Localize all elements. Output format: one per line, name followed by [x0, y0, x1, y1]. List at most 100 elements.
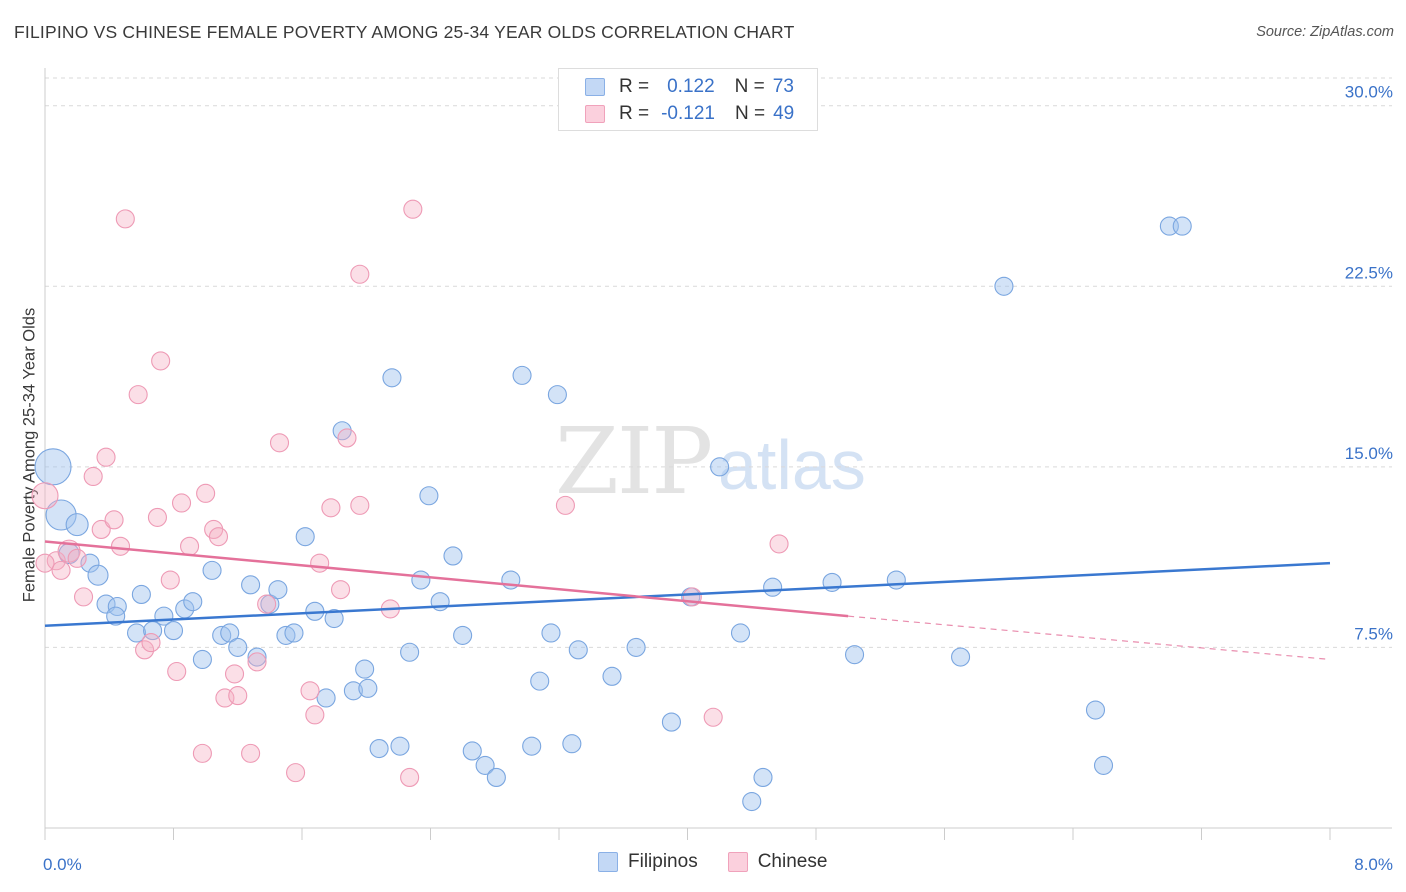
- chinese-point: [96, 447, 116, 467]
- filipinos-point: [562, 734, 582, 754]
- filipinos-point: [324, 608, 344, 629]
- chinese-point: [51, 560, 71, 580]
- filipinos-point: [411, 570, 431, 590]
- chinese-point: [135, 640, 155, 660]
- filipinos-point: [462, 741, 482, 761]
- filipinos-point: [1085, 700, 1106, 720]
- filipinos-point: [358, 678, 378, 698]
- filipinos-point: [886, 570, 906, 590]
- filipinos-point: [443, 546, 463, 566]
- chinese-point: [128, 385, 148, 405]
- legend-r-value: 0.122: [667, 76, 715, 97]
- chinese-point: [228, 686, 248, 706]
- filipinos-point: [295, 527, 315, 547]
- filipinos-point: [284, 623, 304, 643]
- watermark-zip: ZIP: [555, 408, 713, 515]
- filipinos-point: [1093, 755, 1114, 775]
- filipinos-point: [453, 625, 473, 645]
- legend-item-filipinos[interactable]: Filipinos: [598, 851, 698, 873]
- filipinos-point: [268, 580, 288, 600]
- filipinos-point: [530, 671, 550, 691]
- chinese-point: [257, 594, 277, 614]
- chinese-point: [247, 652, 267, 672]
- filipinos-point: [65, 513, 89, 537]
- chinese-point: [196, 483, 216, 503]
- legend-row-filipinos: R = 0.122 N = 73: [585, 75, 794, 99]
- filipinos-swatch: [598, 852, 618, 872]
- chinese-point: [286, 763, 306, 783]
- chinese-point: [31, 482, 59, 510]
- chinese-point: [305, 705, 325, 725]
- filipinos-point: [163, 621, 184, 641]
- filipinos-point: [475, 755, 495, 775]
- y-tick-label: 15.0%: [1345, 444, 1393, 463]
- legend-swatch-chinese: [585, 105, 605, 123]
- filipinos-point: [763, 577, 783, 597]
- x-tick-label-max: 8.0%: [1354, 855, 1393, 874]
- chinese-point: [180, 536, 200, 556]
- x-tick-label-min: 0.0%: [43, 855, 82, 874]
- chinese-point: [74, 587, 94, 607]
- filipinos-point: [355, 659, 375, 679]
- filipinos-trendline: [44, 561, 1331, 628]
- chinese-point: [147, 507, 167, 527]
- filipinos-point: [241, 575, 261, 595]
- filipinos-point: [626, 637, 646, 657]
- chinese-point: [241, 743, 261, 763]
- legend-n-label: N =: [734, 76, 765, 97]
- filipinos-point: [742, 791, 762, 812]
- chinese-point: [321, 498, 341, 518]
- filipinos-point: [131, 584, 151, 605]
- filipinos-point: [382, 368, 402, 388]
- filipinos-point: [106, 606, 126, 626]
- correlation-legend: R = 0.122 N = 73 R = -0.121 N = 49: [558, 68, 818, 131]
- filipinos-point: [753, 767, 773, 787]
- chinese-swatch: [727, 852, 748, 872]
- chinese-point: [151, 351, 171, 371]
- chinese-trendline: [44, 540, 849, 618]
- chinese-point: [208, 527, 229, 547]
- filipinos-point: [45, 499, 77, 531]
- chinese-legend-label: Chinese: [757, 851, 828, 872]
- y-tick-label: 7.5%: [1354, 624, 1393, 643]
- filipinos-point: [951, 647, 971, 667]
- chinese-point: [555, 495, 575, 515]
- legend-n-value: 73: [772, 76, 794, 97]
- chinese-point: [110, 536, 131, 556]
- filipinos-point: [127, 623, 147, 643]
- filipinos-point: [400, 642, 420, 662]
- chart-source: Source: ZipAtlas.com: [1256, 24, 1394, 40]
- series-legend: Filipinos Chinese: [598, 851, 857, 873]
- filipinos-point: [316, 688, 336, 708]
- chinese-trendline-extension: [848, 615, 1331, 661]
- filipinos-point: [1172, 216, 1192, 236]
- filipinos-point: [202, 560, 222, 580]
- filipinos-point: [568, 640, 588, 660]
- chinese-point: [83, 466, 103, 487]
- chinese-point: [400, 767, 420, 787]
- chinese-point: [337, 428, 357, 448]
- legend-n-label: N =: [734, 103, 766, 124]
- chinese-point: [330, 580, 351, 600]
- chinese-point: [141, 633, 161, 653]
- chinese-point: [67, 548, 87, 568]
- chinese-point: [46, 551, 66, 571]
- chinese-point: [403, 199, 423, 219]
- chinese-point: [269, 433, 290, 453]
- filipinos-point: [419, 486, 439, 506]
- filipinos-point: [994, 276, 1014, 296]
- chinese-point: [350, 495, 370, 515]
- filipinos-point: [390, 736, 410, 756]
- chinese-point: [224, 664, 245, 684]
- chinese-point: [703, 707, 723, 727]
- filipinos-point: [730, 623, 751, 643]
- legend-r-label: R =: [619, 76, 650, 97]
- legend-r-label: R =: [619, 103, 650, 124]
- filipinos-point: [228, 637, 248, 657]
- filipinos-point: [661, 712, 681, 732]
- filipinos-point: [602, 666, 622, 686]
- filipinos-point: [34, 448, 72, 486]
- legend-n-value: 49: [773, 103, 795, 124]
- filipinos-legend-label: Filipinos: [628, 851, 698, 872]
- legend-item-chinese[interactable]: Chinese: [727, 851, 828, 873]
